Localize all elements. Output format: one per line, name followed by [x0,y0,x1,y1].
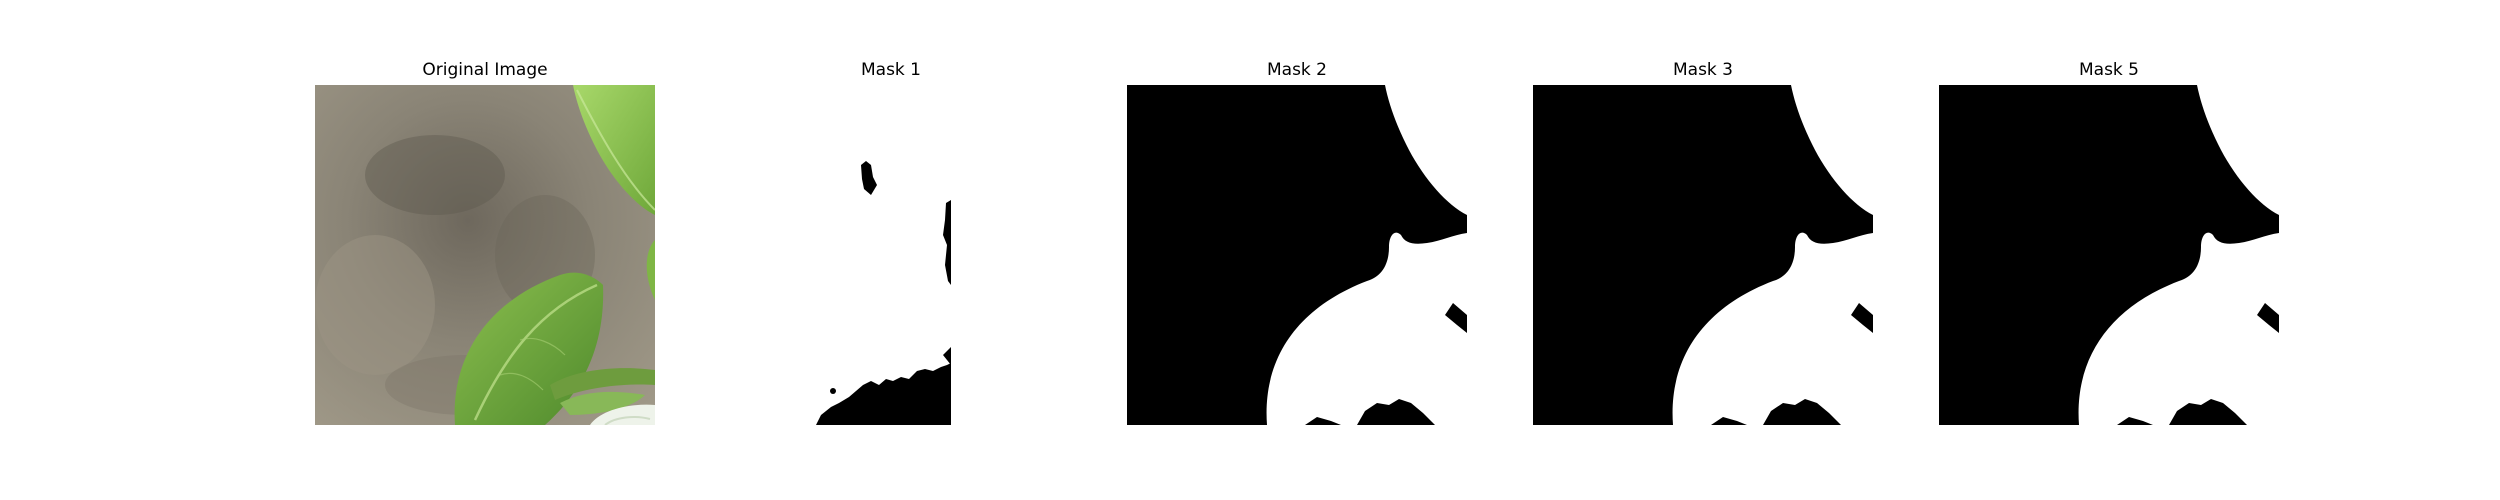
panel-title: Original Image [422,60,548,80]
panel-title: Mask 5 [2078,60,2139,80]
panel-mask-5: Mask 5 [1939,0,2279,500]
panel-mask-2: Mask 2 [1127,0,1467,500]
mask-5-image [1939,85,2279,425]
panel-original-image: Original Image [315,0,655,500]
panel-title: Mask 1 [860,60,921,80]
panel-title: Mask 3 [1672,60,1733,80]
panel-mask-3: Mask 3 [1533,0,1873,500]
mask-1-image [721,85,1061,425]
original-image [315,85,655,425]
panel-title: Mask 2 [1266,60,1327,80]
panel-mask-1: Mask 1 [721,0,1061,500]
mask-3-image [1533,85,1873,425]
mask-2-image [1127,85,1467,425]
